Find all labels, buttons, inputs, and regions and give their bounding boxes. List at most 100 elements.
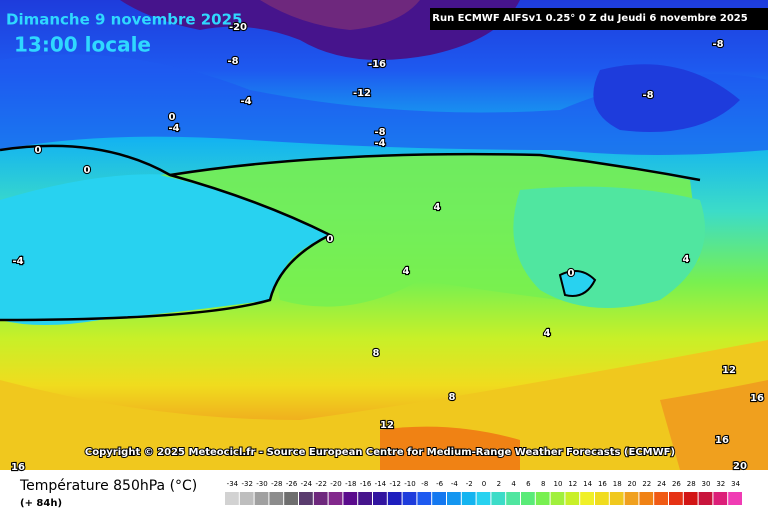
legend-label: -10 [404, 480, 415, 488]
legend-swatch [609, 492, 624, 505]
contour-label: -8 [642, 90, 653, 101]
legend-label: -4 [451, 480, 459, 488]
legend-swatch [328, 492, 343, 505]
legend-label: -16 [360, 480, 372, 488]
legend-swatch [402, 492, 417, 505]
legend-swatch [654, 492, 668, 505]
legend-swatch [521, 492, 535, 505]
legend-swatch [313, 492, 328, 505]
contour-label: 12 [722, 365, 736, 376]
legend-label: 0 [482, 480, 486, 488]
legend-swatch [713, 492, 728, 505]
legend-swatch [624, 492, 639, 505]
legend-swatch [491, 492, 506, 505]
legend-swatch [595, 492, 609, 505]
legend-label: 26 [672, 480, 681, 488]
legend-label: 32 [716, 480, 725, 488]
legend-label: 2 [497, 480, 501, 488]
map-date: Dimanche 9 novembre 2025 [6, 11, 243, 29]
legend-swatch [269, 492, 284, 505]
legend-label: 4 [511, 480, 516, 488]
contour-label: -8 [374, 127, 385, 138]
legend-label: -34 [227, 480, 239, 488]
lead-time: (+ 84h) [20, 498, 62, 509]
contour-label: 0 [568, 268, 575, 279]
contour-label: -12 [353, 88, 371, 99]
contour-label: -8 [712, 39, 723, 50]
legend-swatch [639, 492, 654, 505]
legend-swatch [535, 492, 550, 505]
contour-label: 8 [449, 392, 456, 403]
legend-swatch [565, 492, 580, 505]
contour-label: -16 [368, 59, 386, 70]
legend-label: -26 [286, 480, 298, 488]
legend-swatch [225, 492, 239, 505]
legend-label: -12 [389, 480, 400, 488]
legend-label: 12 [568, 480, 577, 488]
legend-swatch [417, 492, 432, 505]
contour-label: 0 [84, 165, 91, 176]
contour-label: -8 [227, 56, 238, 67]
legend-label: 22 [642, 480, 651, 488]
contour-label: 0 [35, 145, 42, 156]
contour-label: 16 [715, 435, 729, 446]
contour-label: 8 [373, 348, 380, 359]
legend-swatch [669, 492, 683, 505]
contour-label: 4 [403, 266, 410, 277]
legend-swatch [698, 492, 713, 505]
legend-swatch [239, 492, 254, 505]
legend-swatch [550, 492, 565, 505]
contour-label: -4 [12, 256, 23, 267]
legend-label: -30 [256, 480, 267, 488]
contour-label: 12 [380, 420, 394, 431]
legend-label: -2 [466, 480, 473, 488]
contour-label: 20 [733, 461, 747, 472]
legend-swatch [447, 492, 461, 505]
legend-label: 34 [731, 480, 740, 488]
legend-swatch [728, 492, 742, 505]
legend-swatch [461, 492, 476, 505]
legend-swatch [254, 492, 269, 505]
contour-label: -4 [240, 96, 251, 107]
contour-label: -4 [374, 138, 385, 149]
legend-swatch [343, 492, 358, 505]
contour-label: 0 [169, 112, 176, 123]
contour-label: 0 [327, 234, 334, 245]
contour-label: 4 [544, 328, 551, 339]
run-info: Run ECMWF AIFSv1 0.25° 0 Z du Jeudi 6 no… [432, 13, 747, 24]
legend-swatch [373, 492, 387, 505]
legend-label: 16 [598, 480, 607, 488]
map-time: 13:00 locale [14, 33, 151, 57]
legend-swatch [683, 492, 698, 505]
legend-label: -20 [330, 480, 341, 488]
contour-label: 16 [750, 393, 764, 404]
contour-label: 4 [683, 254, 690, 265]
legend-swatch [476, 492, 491, 505]
legend-swatch [506, 492, 520, 505]
legend-title: Température 850hPa (°C) [19, 478, 197, 494]
legend-label: -32 [241, 480, 252, 488]
legend-label: -28 [271, 480, 282, 488]
legend-label: -8 [421, 480, 428, 488]
contour-label: 4 [434, 202, 441, 213]
legend-swatch [284, 492, 298, 505]
copyright: Copyright © 2025 Meteocicl.fr - Source E… [85, 447, 675, 458]
legend-label: -22 [315, 480, 326, 488]
legend-label: -24 [301, 480, 313, 488]
legend-label: 14 [583, 480, 592, 488]
legend-label: 30 [702, 480, 711, 488]
contour-label: 16 [11, 462, 25, 473]
legend-label: 20 [628, 480, 637, 488]
legend-swatch [432, 492, 446, 505]
legend-label: -14 [375, 480, 387, 488]
contour-label: -4 [12, 256, 23, 267]
legend-swatch [358, 492, 372, 505]
legend-label: -18 [345, 480, 356, 488]
legend-label: 28 [687, 480, 696, 488]
legend-swatch [387, 492, 402, 505]
legend-label: -6 [436, 480, 444, 488]
legend-swatch [580, 492, 594, 505]
legend-label: 10 [554, 480, 563, 488]
